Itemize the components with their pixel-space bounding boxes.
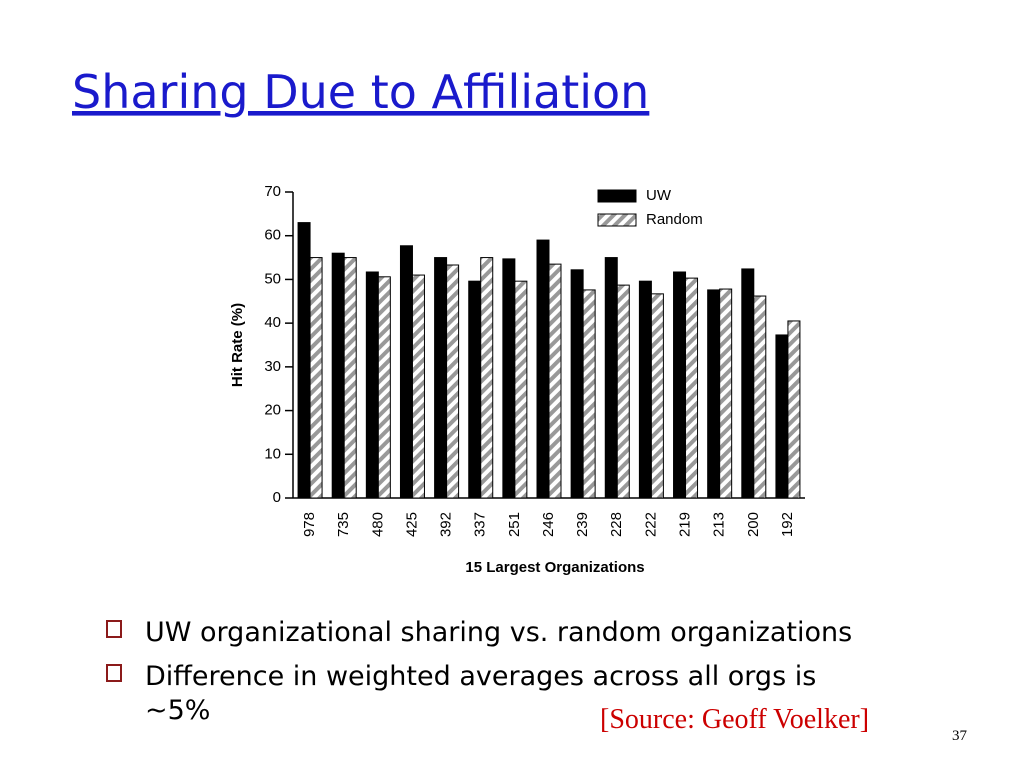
- y-tick-label: 20: [264, 402, 281, 419]
- y-tick-label: 50: [264, 270, 281, 287]
- x-tick-label: 239: [574, 512, 591, 537]
- chart: 0 10 20 30 40 50 60 70 Hit Rate (%) 15 Largest Or…: [229, 183, 805, 576]
- y-tick-label: 10: [264, 445, 281, 462]
- x-tick-label: 219: [677, 512, 694, 537]
- y-axis-label: Hit Rate (%): [229, 303, 246, 387]
- x-tick-label: 392: [438, 512, 455, 537]
- bar: [309, 257, 323, 499]
- bar: [787, 320, 801, 499]
- bar: [638, 280, 652, 499]
- bar: [707, 289, 721, 499]
- bar: [434, 257, 448, 499]
- bar: [753, 295, 767, 499]
- x-tick-label: 251: [506, 512, 523, 537]
- bar: [399, 245, 413, 499]
- bar: [411, 274, 425, 499]
- x-tick-label: 337: [472, 512, 489, 537]
- source: [Source: Geoff Voelker]: [600, 704, 869, 735]
- bar: [331, 252, 345, 499]
- x-tick-label: 246: [540, 512, 557, 537]
- x-tick-label: 222: [642, 512, 659, 537]
- bar: [650, 293, 664, 499]
- bullet-marker: [106, 620, 122, 638]
- x-tick-label: 480: [369, 512, 386, 537]
- bar: [548, 263, 562, 499]
- bar: [365, 271, 379, 499]
- x-tick-label: 735: [335, 512, 352, 537]
- y-tick-label: 40: [264, 314, 281, 331]
- x-tick-label: 425: [403, 512, 420, 537]
- x-tick-label: 200: [745, 512, 762, 537]
- x-axis-label: 15 Largest Organizations: [465, 559, 644, 576]
- x-tick-label: 978: [301, 512, 318, 537]
- bar: [480, 257, 494, 499]
- y-tick-label: 70: [264, 183, 281, 200]
- y-tick-label: 60: [264, 227, 281, 244]
- bar: [536, 239, 550, 499]
- legend-swatch: [597, 213, 637, 227]
- bar: [570, 269, 584, 499]
- bar: [616, 284, 630, 499]
- y-tick-label: 0: [273, 489, 281, 506]
- bar: [502, 258, 516, 499]
- bar: [741, 268, 755, 499]
- bar: [775, 334, 789, 499]
- bullet: Difference in weighted averages across a…: [145, 661, 816, 726]
- bullet: UW organizational sharing vs. random org…: [145, 617, 852, 648]
- legend-swatch: [597, 189, 637, 203]
- legend-label: UW: [646, 187, 672, 204]
- bar: [468, 280, 482, 499]
- bar: [604, 257, 618, 499]
- bullet-marker: [106, 664, 122, 682]
- page-number: 37: [952, 728, 968, 744]
- bar: [514, 280, 528, 499]
- x-tick-label: 213: [711, 512, 728, 537]
- bar: [343, 257, 357, 499]
- bar: [685, 277, 699, 499]
- legend-label: Random: [646, 211, 703, 228]
- bar: [673, 271, 687, 499]
- x-tick-label: 228: [608, 512, 625, 537]
- x-tick-label: 192: [779, 512, 796, 537]
- bar: [719, 288, 733, 499]
- bar: [297, 222, 311, 499]
- y-tick-label: 30: [264, 358, 281, 375]
- slide-title: Sharing Due to Affiliation: [72, 65, 649, 119]
- bar: [582, 289, 596, 499]
- bar: [446, 264, 460, 499]
- bar: [377, 276, 391, 499]
